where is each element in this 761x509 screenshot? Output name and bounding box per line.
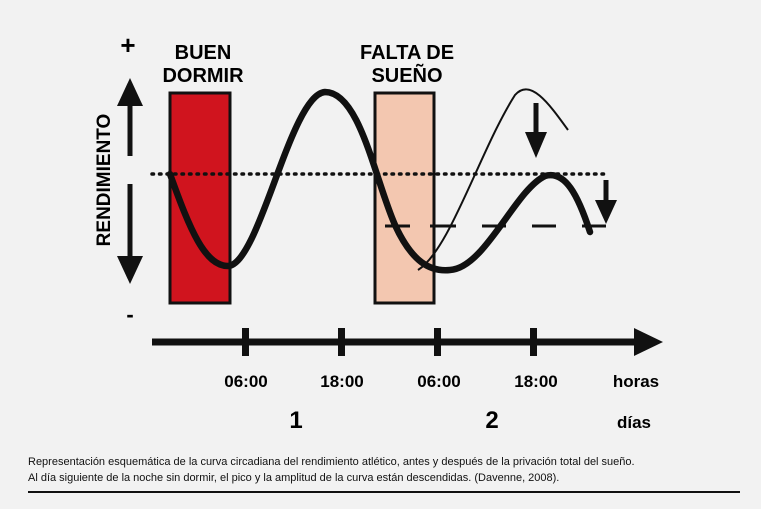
minus-sign: - [126, 302, 133, 327]
y-axis-arrow [117, 78, 143, 284]
good-sleep-title-line1: BUEN [175, 42, 232, 64]
caption: Representación esquemática de la curva c… [28, 454, 738, 486]
bottom-rule [28, 491, 740, 493]
sleep-dep-title-line2: SUEÑO [371, 64, 442, 87]
tick-label: 18:00 [514, 372, 557, 391]
tick-label: 18:00 [320, 372, 363, 391]
caption-line-1: Representación esquemática de la curva c… [28, 456, 635, 468]
hours-unit-label: horas [613, 372, 659, 391]
expected-curve [417, 88, 569, 271]
caption-line-2: Al día siguiente de la noche sin dormir,… [28, 472, 560, 484]
tick-label: 06:00 [417, 372, 460, 391]
day-label: 1 [289, 407, 302, 434]
actual-curve [166, 88, 594, 274]
good-sleep-title-line2: DORMIR [162, 65, 244, 87]
day-label: 2 [485, 407, 498, 434]
amplitude-drop-arrow [595, 180, 617, 224]
time-axis [152, 328, 663, 356]
y-axis-label: RENDIMIENTO [94, 114, 115, 247]
days-unit-label: días [617, 413, 651, 432]
tick-label: 06:00 [224, 372, 267, 391]
plus-sign: + [120, 30, 135, 60]
sleep-dep-title-line1: FALTA DE [360, 42, 454, 64]
peak-drop-arrow [525, 103, 547, 158]
